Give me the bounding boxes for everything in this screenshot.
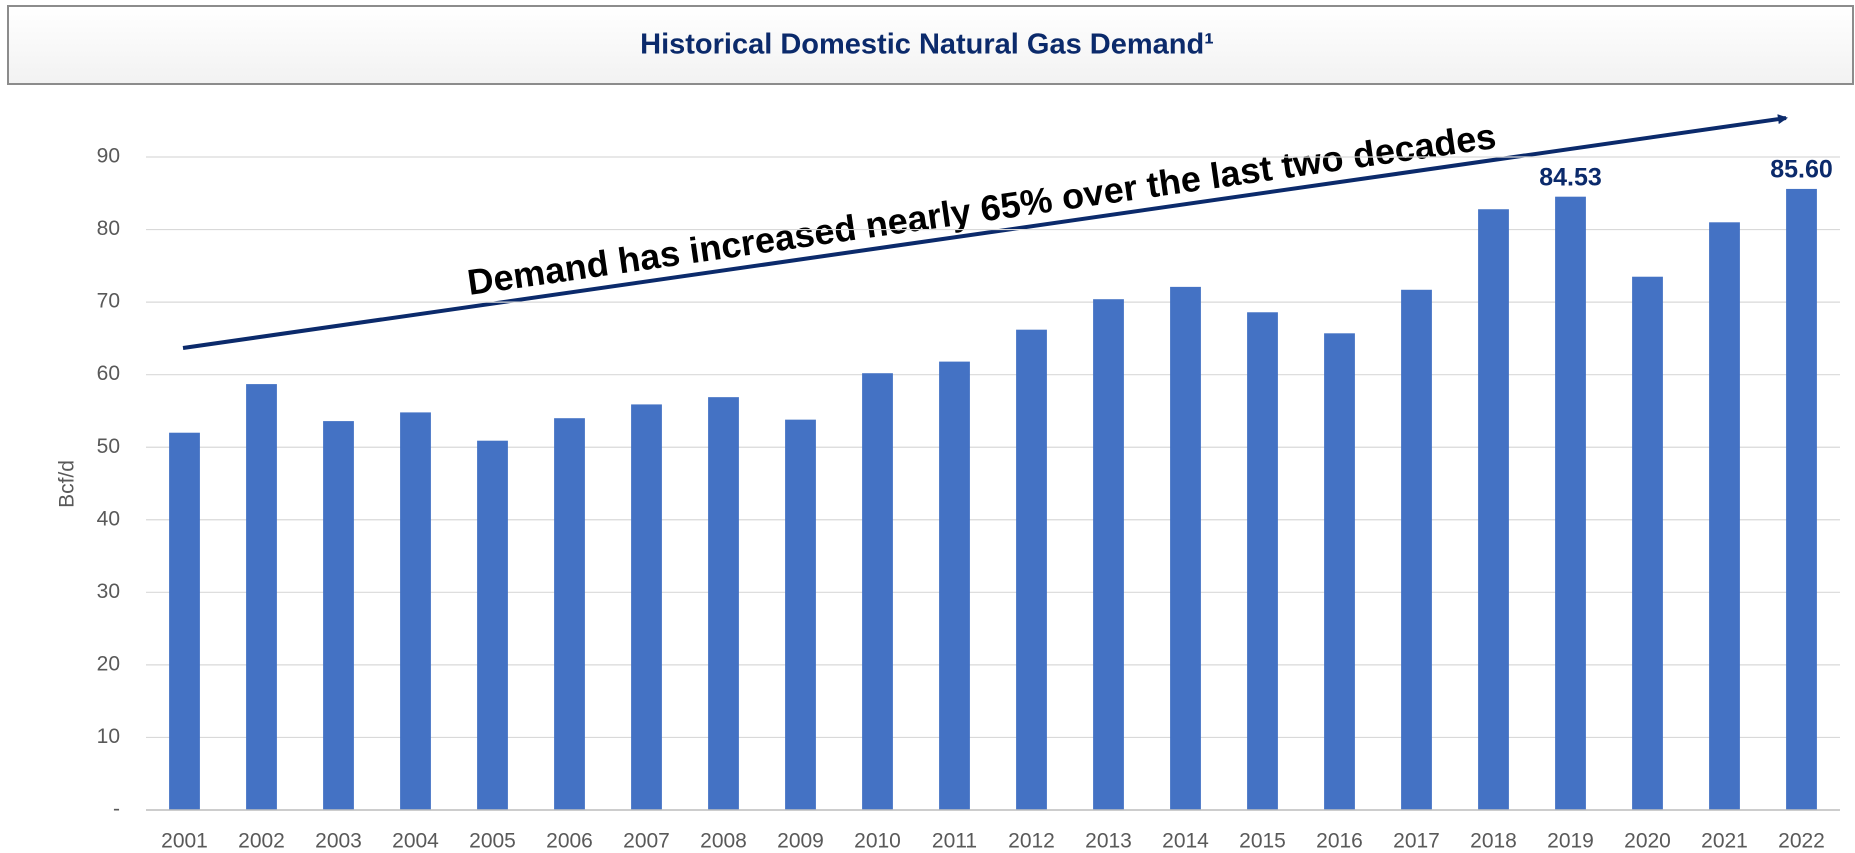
x-tick-label: 2002	[238, 830, 285, 853]
x-tick-label: 2020	[1624, 830, 1671, 853]
bar	[862, 373, 893, 810]
x-tick-label: 2022	[1778, 830, 1825, 853]
bar	[631, 404, 662, 810]
x-tick-label: 2016	[1316, 830, 1363, 853]
y-tick-label: 90	[97, 145, 120, 168]
x-tick-label: 2007	[623, 830, 670, 853]
x-tick-label: 2011	[932, 830, 977, 853]
y-tick-label: 50	[97, 435, 120, 458]
y-tick-label: -	[113, 798, 120, 821]
bar	[1786, 188, 1817, 810]
x-tick-label: 2018	[1470, 830, 1517, 853]
data-label: 85.60	[1770, 156, 1833, 184]
bar	[554, 418, 585, 810]
bar	[1247, 312, 1278, 810]
x-tick-label: 2008	[700, 830, 747, 853]
annotation: Demand has increased nearly 65% over the…	[465, 115, 1499, 303]
bar	[1016, 329, 1047, 810]
x-tick-label: 2015	[1239, 830, 1286, 853]
header-box	[7, 5, 1854, 85]
bar	[169, 432, 200, 810]
x-tick-label: 2003	[315, 830, 362, 853]
y-tick-label: 40	[97, 507, 120, 530]
bar	[1401, 289, 1432, 810]
bar	[1093, 299, 1124, 810]
bar	[477, 440, 508, 810]
y-axis-label: Bcf/d	[56, 460, 79, 508]
bar	[246, 384, 277, 810]
x-tick-label: 2013	[1085, 830, 1132, 853]
y-tick-label: 20	[97, 652, 120, 675]
x-tick-label: 2010	[854, 830, 901, 853]
x-tick-label: 2005	[469, 830, 516, 853]
bar	[785, 419, 816, 810]
bar	[1555, 196, 1586, 811]
y-tick-label: 10	[97, 725, 120, 748]
bar	[939, 361, 970, 810]
y-tick-label: 70	[97, 290, 120, 313]
x-tick-label: 2001	[161, 830, 208, 853]
y-tick-label: 60	[97, 362, 120, 385]
x-tick-label: 2009	[777, 830, 824, 853]
x-tick-label: 2021	[1701, 830, 1748, 853]
x-tick-label: 2004	[392, 830, 439, 853]
trend-arrow	[182, 114, 1788, 350]
bar	[400, 412, 431, 810]
bar	[1709, 222, 1740, 811]
x-tick-label: 2019	[1547, 830, 1594, 853]
x-tick-label: 2017	[1393, 830, 1440, 853]
x-tick-label: 2014	[1162, 830, 1209, 853]
x-tick-label: 2006	[546, 830, 593, 853]
bar	[1324, 333, 1355, 810]
chart-title: Historical Domestic Natural Gas Demand¹	[640, 29, 1214, 61]
y-tick-label: 30	[97, 580, 120, 603]
bar	[1170, 286, 1201, 810]
bar	[323, 421, 354, 810]
bar	[1478, 209, 1509, 811]
y-tick-label: 80	[97, 217, 120, 240]
bar	[1632, 276, 1663, 810]
data-label: 84.53	[1539, 163, 1602, 191]
x-tick-label: 2012	[1008, 830, 1055, 853]
bar	[708, 397, 739, 810]
